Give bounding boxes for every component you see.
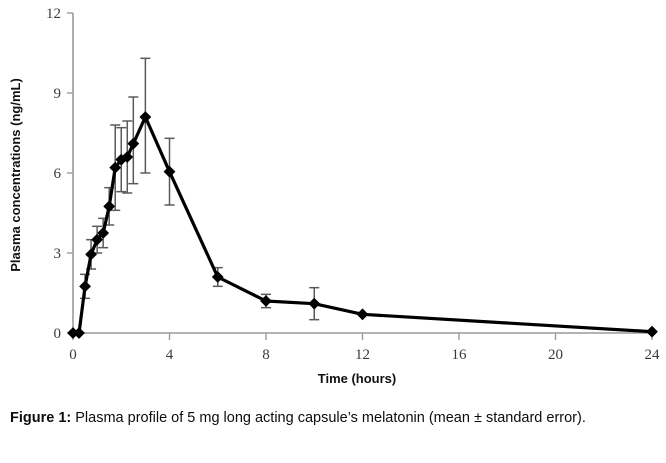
data-point-marker [91, 233, 104, 246]
data-series-line [71, 115, 654, 335]
y-axis-tick-label: 0 [54, 326, 62, 342]
x-axis-tick-label: 8 [262, 347, 270, 363]
data-point-marker [79, 280, 91, 293]
y-axis-title: Plasma concentrations (ng/mL) [8, 78, 23, 272]
y-axis-tick-label: 9 [54, 86, 62, 102]
data-point-marker [121, 151, 134, 163]
plasma-concentration-line-chart: 0 3 6 9 12 0 4 8 12 16 20 24 Time (hours) Plasma co… [8, 6, 660, 386]
y-axis-tick-label: 3 [54, 246, 62, 262]
data-markers-group [67, 111, 658, 339]
figure-caption-text: Plasma profile of 5 mg long acting capsu… [71, 410, 586, 426]
x-axis-tick-label: 12 [355, 347, 370, 363]
data-point-marker [139, 111, 152, 123]
y-axis-tick-label: 12 [46, 6, 61, 22]
y-axis-tick-label: 6 [54, 166, 62, 182]
data-point-marker [85, 248, 98, 261]
data-point-marker [308, 297, 321, 310]
x-axis-tick-label: 24 [645, 347, 661, 363]
data-point-marker [211, 271, 224, 283]
data-point-marker [646, 325, 658, 338]
x-axis-tick-label: 20 [548, 347, 563, 363]
x-axis-title: Time (hours) [318, 371, 397, 386]
data-point-marker [163, 165, 176, 178]
x-axis-tick-label: 16 [452, 347, 468, 363]
axes-group [67, 12, 653, 340]
tick-labels-group: 0 3 6 9 12 0 4 8 12 16 20 24 [46, 6, 660, 363]
x-axis-tick-label: 4 [166, 347, 174, 363]
x-axis-tick-label: 0 [69, 347, 77, 363]
data-point-marker [73, 327, 85, 339]
chart-plot-area: 0 3 6 9 12 0 4 8 12 16 20 24 Time (hours) Plasma co… [8, 6, 660, 386]
data-point-marker [109, 161, 122, 174]
data-point-marker [356, 308, 369, 321]
figure-caption-label: Figure 1: [10, 410, 72, 426]
data-point-marker [97, 227, 110, 239]
data-line-group [71, 115, 654, 335]
error-bars-group [80, 57, 320, 321]
figure-caption: Figure 1: Plasma profile of 5 mg long ac… [10, 408, 658, 429]
data-point-marker [103, 200, 116, 213]
data-point-marker [127, 137, 140, 150]
data-point-marker [260, 295, 272, 307]
